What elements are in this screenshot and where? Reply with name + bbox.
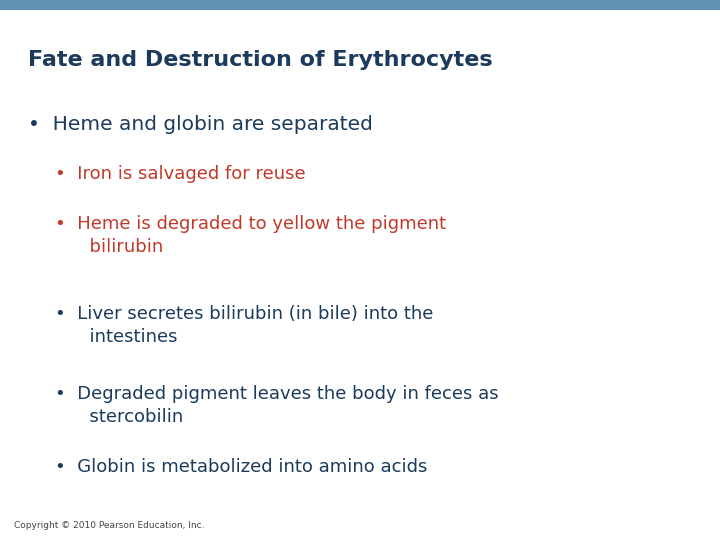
Text: •  Globin is metabolized into amino acids: • Globin is metabolized into amino acids bbox=[55, 458, 428, 476]
Text: •  Liver secretes bilirubin (in bile) into the
      intestines: • Liver secretes bilirubin (in bile) int… bbox=[55, 305, 433, 346]
Bar bbox=[0, 0, 720, 10]
Text: •  Heme and globin are separated: • Heme and globin are separated bbox=[28, 115, 373, 134]
Text: Fate and Destruction of Erythrocytes: Fate and Destruction of Erythrocytes bbox=[28, 50, 492, 70]
Text: •  Degraded pigment leaves the body in feces as
      stercobilin: • Degraded pigment leaves the body in fe… bbox=[55, 385, 499, 426]
Text: Copyright © 2010 Pearson Education, Inc.: Copyright © 2010 Pearson Education, Inc. bbox=[14, 521, 204, 530]
Text: •  Heme is degraded to yellow the pigment
      bilirubin: • Heme is degraded to yellow the pigment… bbox=[55, 215, 446, 256]
Text: •  Iron is salvaged for reuse: • Iron is salvaged for reuse bbox=[55, 165, 305, 183]
